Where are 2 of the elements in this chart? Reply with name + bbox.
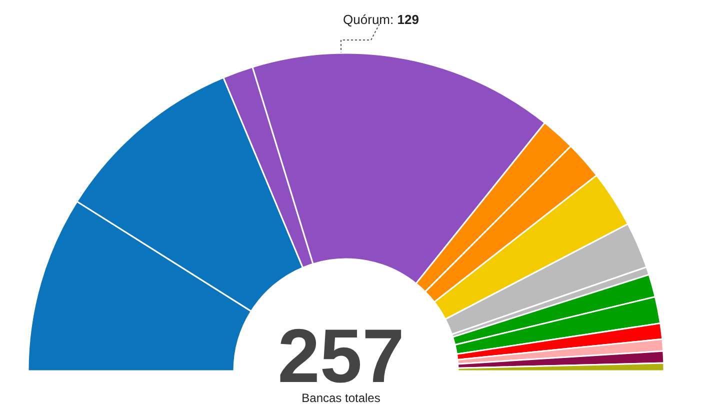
text: Quórum: 129: [343, 12, 419, 27]
text: Bancas totales: [302, 391, 380, 405]
